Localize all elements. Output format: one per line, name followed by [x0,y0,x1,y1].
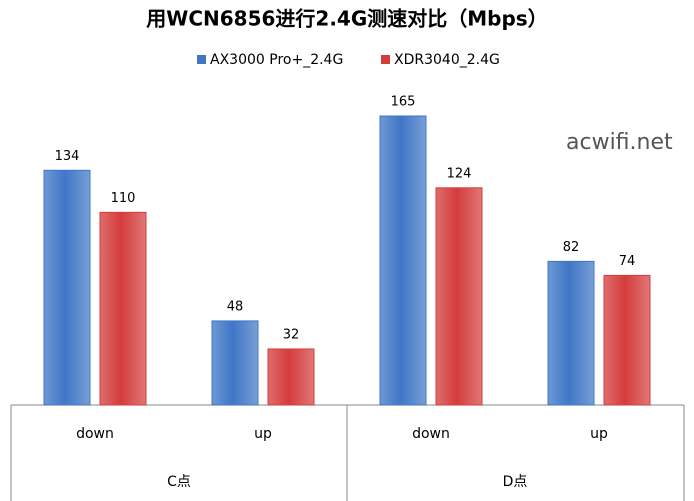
value-label: 74 [619,254,636,269]
value-label: 32 [283,327,300,342]
value-label: 165 [391,95,416,110]
x-tick-label: down [412,426,450,442]
legend-label: XDR3040_2.4G [394,52,500,68]
value-label: 110 [111,191,136,206]
value-label: 82 [563,240,580,255]
x-tick-label: up [254,426,272,442]
bar [99,211,147,406]
legend-swatch [197,55,206,64]
legend-swatch [381,55,390,64]
value-label: 124 [447,166,472,181]
x-tick-label: down [76,426,114,442]
bar [267,348,315,406]
value-label: 48 [227,299,244,314]
bar [547,260,595,406]
group-label: D点 [503,474,528,490]
value-label: 134 [55,149,80,164]
bar [435,187,483,406]
bar [211,320,259,406]
watermark: acwifi.net [566,130,673,155]
group-label: C点 [167,474,191,490]
legend-label: AX3000 Pro+_2.4G [210,52,343,68]
chart-title: 用WCN6856进行2.4G测速对比（Mbps） [146,7,547,31]
bar [603,274,651,406]
bar [43,169,91,406]
x-tick-label: up [590,426,608,442]
bar [379,115,427,406]
